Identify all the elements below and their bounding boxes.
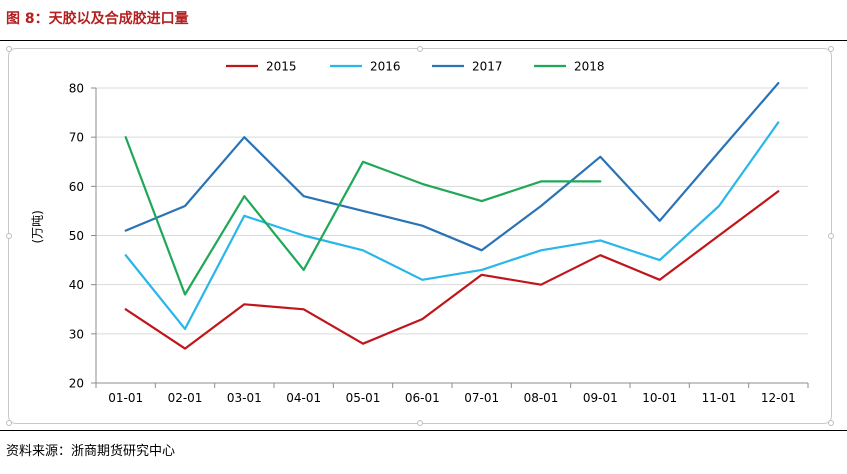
resize-handle-bottom-left[interactable] — [6, 420, 12, 426]
y-tick-label-80: 80 — [69, 82, 84, 96]
source-note: 资料来源：浙商期货研究中心 — [6, 444, 176, 459]
x-tick-label-10-01: 10-01 — [642, 391, 677, 405]
y-tick-label-30: 30 — [69, 327, 84, 341]
series-line-2018 — [124, 136, 602, 296]
legend-label-2017: 2017 — [472, 60, 503, 74]
legend-label-2015: 2015 — [266, 60, 297, 74]
resize-handle-middle-left[interactable] — [6, 233, 12, 239]
resize-handle-bottom-center[interactable] — [417, 420, 423, 426]
x-tick-label-08-01: 08-01 — [524, 391, 559, 405]
x-tick-label-05-01: 05-01 — [346, 391, 381, 405]
x-tick-label-03-01: 03-01 — [227, 391, 262, 405]
x-tick-label-01-01: 01-01 — [108, 391, 143, 405]
series-line-2017 — [124, 81, 780, 252]
y-axis-title: (万吨) — [30, 210, 45, 244]
y-tick-label-40: 40 — [69, 278, 84, 292]
x-tick-label-07-01: 07-01 — [464, 391, 499, 405]
resize-handle-top-center[interactable] — [417, 46, 423, 52]
x-tick-label-12-01: 12-01 — [761, 391, 796, 405]
y-tick-label-50: 50 — [69, 229, 84, 243]
y-tick-label-70: 70 — [69, 131, 84, 145]
legend-label-2018: 2018 — [574, 60, 605, 74]
bottom-rule — [0, 430, 847, 431]
y-tick-label-20: 20 — [69, 377, 84, 391]
series-line-2016 — [124, 121, 780, 330]
x-tick-label-09-01: 09-01 — [583, 391, 618, 405]
x-tick-label-02-01: 02-01 — [168, 391, 203, 405]
resize-handle-top-right[interactable] — [828, 46, 834, 52]
y-tick-label-60: 60 — [69, 180, 84, 194]
figure-title: 图 8：天胶以及合成胶进口量 — [6, 11, 189, 27]
resize-handle-bottom-right[interactable] — [828, 420, 834, 426]
resize-handle-top-left[interactable] — [6, 46, 12, 52]
series-line-2015 — [124, 190, 780, 350]
resize-handle-middle-right[interactable] — [828, 233, 834, 239]
legend-label-2016: 2016 — [370, 60, 401, 74]
top-rule — [0, 40, 847, 41]
x-tick-label-06-01: 06-01 — [405, 391, 440, 405]
x-tick-label-04-01: 04-01 — [286, 391, 321, 405]
x-tick-label-11-01: 11-01 — [702, 391, 737, 405]
